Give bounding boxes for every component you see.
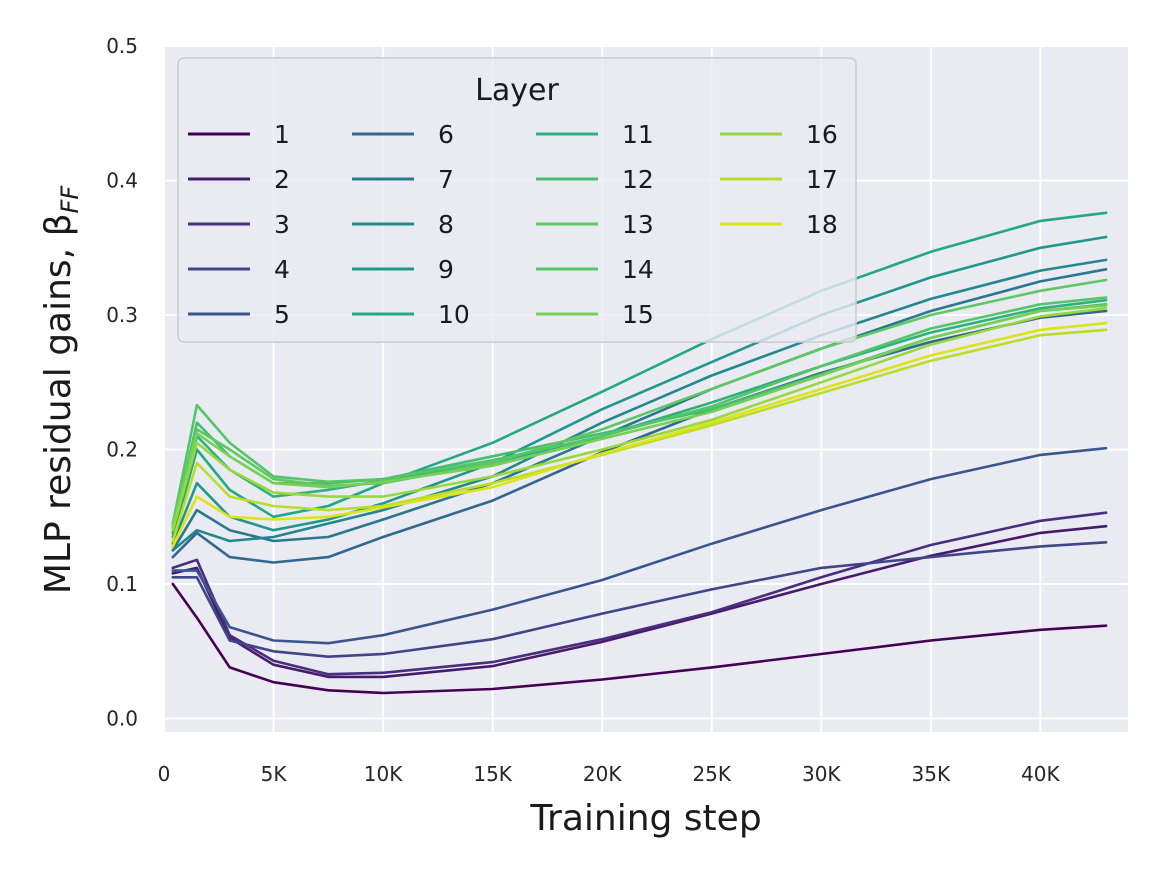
y-tick-labels: 0.0 0.1 0.2 0.3 0.4 0.5 [106, 34, 138, 731]
y-tick-label: 0.1 [106, 572, 138, 596]
x-tick-label: 0 [158, 762, 171, 786]
legend-label-layer-15: 15 [622, 300, 654, 329]
series-line-layer-15 [171, 304, 1108, 528]
legend-label-layer-1: 1 [274, 120, 290, 149]
x-tick-label: 10K [364, 762, 403, 786]
legend-label-layer-16: 16 [806, 120, 838, 149]
legend-label-layer-9: 9 [438, 255, 454, 284]
y-axis-label-subscript: FF [56, 185, 84, 214]
series-line-layer-3 [171, 511, 1108, 676]
x-tick-labels: 0 5K 10K 15K 20K 25K 30K 35K 40K [158, 762, 1061, 786]
y-tick-label: 0.4 [106, 169, 138, 193]
legend-label-layer-17: 17 [806, 165, 838, 194]
series-line-layer-13 [171, 278, 1108, 529]
y-tick-label: 0.0 [106, 707, 138, 731]
series-line-layer-14 [171, 296, 1108, 525]
x-tick-label: 20K [583, 762, 622, 786]
legend-label-layer-3: 3 [274, 210, 290, 239]
legend-label-layer-12: 12 [622, 165, 654, 194]
legend-label-layer-6: 6 [438, 120, 454, 149]
x-tick-label: 40K [1021, 762, 1060, 786]
legend-label-layer-7: 7 [438, 165, 454, 194]
series-line-layer-17 [171, 328, 1108, 543]
legend-label-layer-13: 13 [622, 210, 654, 239]
x-axis-label: Training step [529, 798, 761, 839]
series-line-layer-18 [171, 321, 1108, 548]
x-tick-label: 5K [261, 762, 288, 786]
legend-label-layer-11: 11 [622, 120, 654, 149]
x-tick-label: 25K [692, 762, 731, 786]
x-tick-label: 30K [802, 762, 841, 786]
legend-frame [177, 57, 857, 343]
legend-title: Layer [475, 73, 559, 108]
legend-label-layer-5: 5 [274, 300, 290, 329]
y-axis-label: MLP residual gains, βFF [38, 185, 84, 595]
series-line-layer-10 [171, 211, 1108, 539]
legend-label-layer-10: 10 [438, 300, 470, 329]
y-tick-label: 0.3 [106, 303, 138, 327]
y-tick-label: 0.2 [106, 438, 138, 462]
legend-label-layer-4: 4 [274, 255, 290, 284]
series-line-layer-6 [171, 309, 1108, 564]
legend-label-layer-2: 2 [274, 165, 290, 194]
y-tick-label: 0.5 [106, 34, 138, 58]
legend-label-layer-8: 8 [438, 210, 454, 239]
series-line-layer-5 [171, 446, 1108, 645]
x-tick-label: 35K [912, 762, 951, 786]
legend-label-layer-14: 14 [622, 255, 654, 284]
x-tick-label: 15K [473, 762, 512, 786]
legend-label-layer-18: 18 [806, 210, 838, 239]
series-line-layer-16 [171, 306, 1108, 532]
series-line-layer-4 [171, 540, 1108, 659]
series-line-layer-1 [171, 582, 1108, 695]
series-lines [171, 211, 1108, 695]
